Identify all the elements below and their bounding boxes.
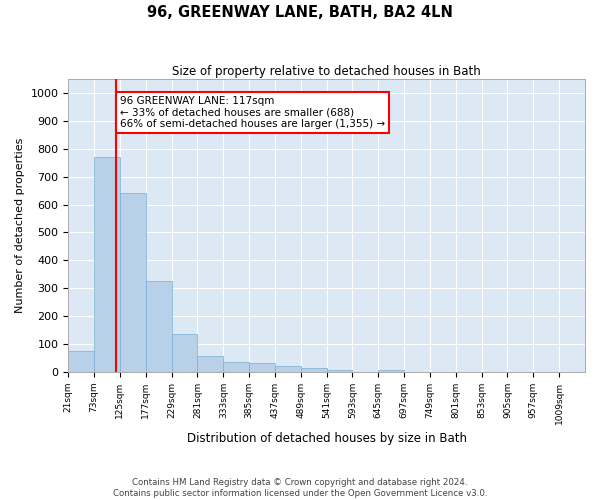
Bar: [172, 334, 197, 372]
Bar: [146, 281, 172, 372]
Text: 96 GREENWAY LANE: 117sqm
← 33% of detached houses are smaller (688)
66% of semi-: 96 GREENWAY LANE: 117sqm ← 33% of detach…: [120, 96, 385, 129]
Y-axis label: Number of detached properties: Number of detached properties: [15, 138, 25, 313]
Text: 96, GREENWAY LANE, BATH, BA2 4LN: 96, GREENWAY LANE, BATH, BA2 4LN: [147, 5, 453, 20]
Bar: [223, 362, 249, 372]
Bar: [326, 370, 352, 372]
Bar: [275, 366, 301, 372]
Bar: [301, 368, 326, 372]
Bar: [197, 356, 223, 372]
Bar: [94, 157, 120, 372]
X-axis label: Distribution of detached houses by size in Bath: Distribution of detached houses by size …: [187, 432, 467, 445]
Bar: [68, 351, 94, 372]
Title: Size of property relative to detached houses in Bath: Size of property relative to detached ho…: [172, 65, 481, 78]
Bar: [379, 370, 404, 372]
Bar: [249, 364, 275, 372]
Text: Contains HM Land Registry data © Crown copyright and database right 2024.
Contai: Contains HM Land Registry data © Crown c…: [113, 478, 487, 498]
Bar: [120, 194, 146, 372]
